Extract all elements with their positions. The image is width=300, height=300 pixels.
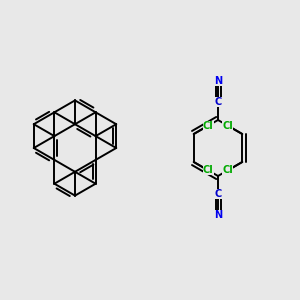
Text: C: C: [214, 97, 222, 107]
Text: Cl: Cl: [203, 165, 214, 175]
Text: C: C: [214, 189, 222, 199]
Text: N: N: [214, 76, 222, 86]
Text: Cl: Cl: [223, 165, 233, 175]
Text: N: N: [214, 210, 222, 220]
Text: Cl: Cl: [203, 121, 214, 131]
Text: Cl: Cl: [223, 121, 233, 131]
